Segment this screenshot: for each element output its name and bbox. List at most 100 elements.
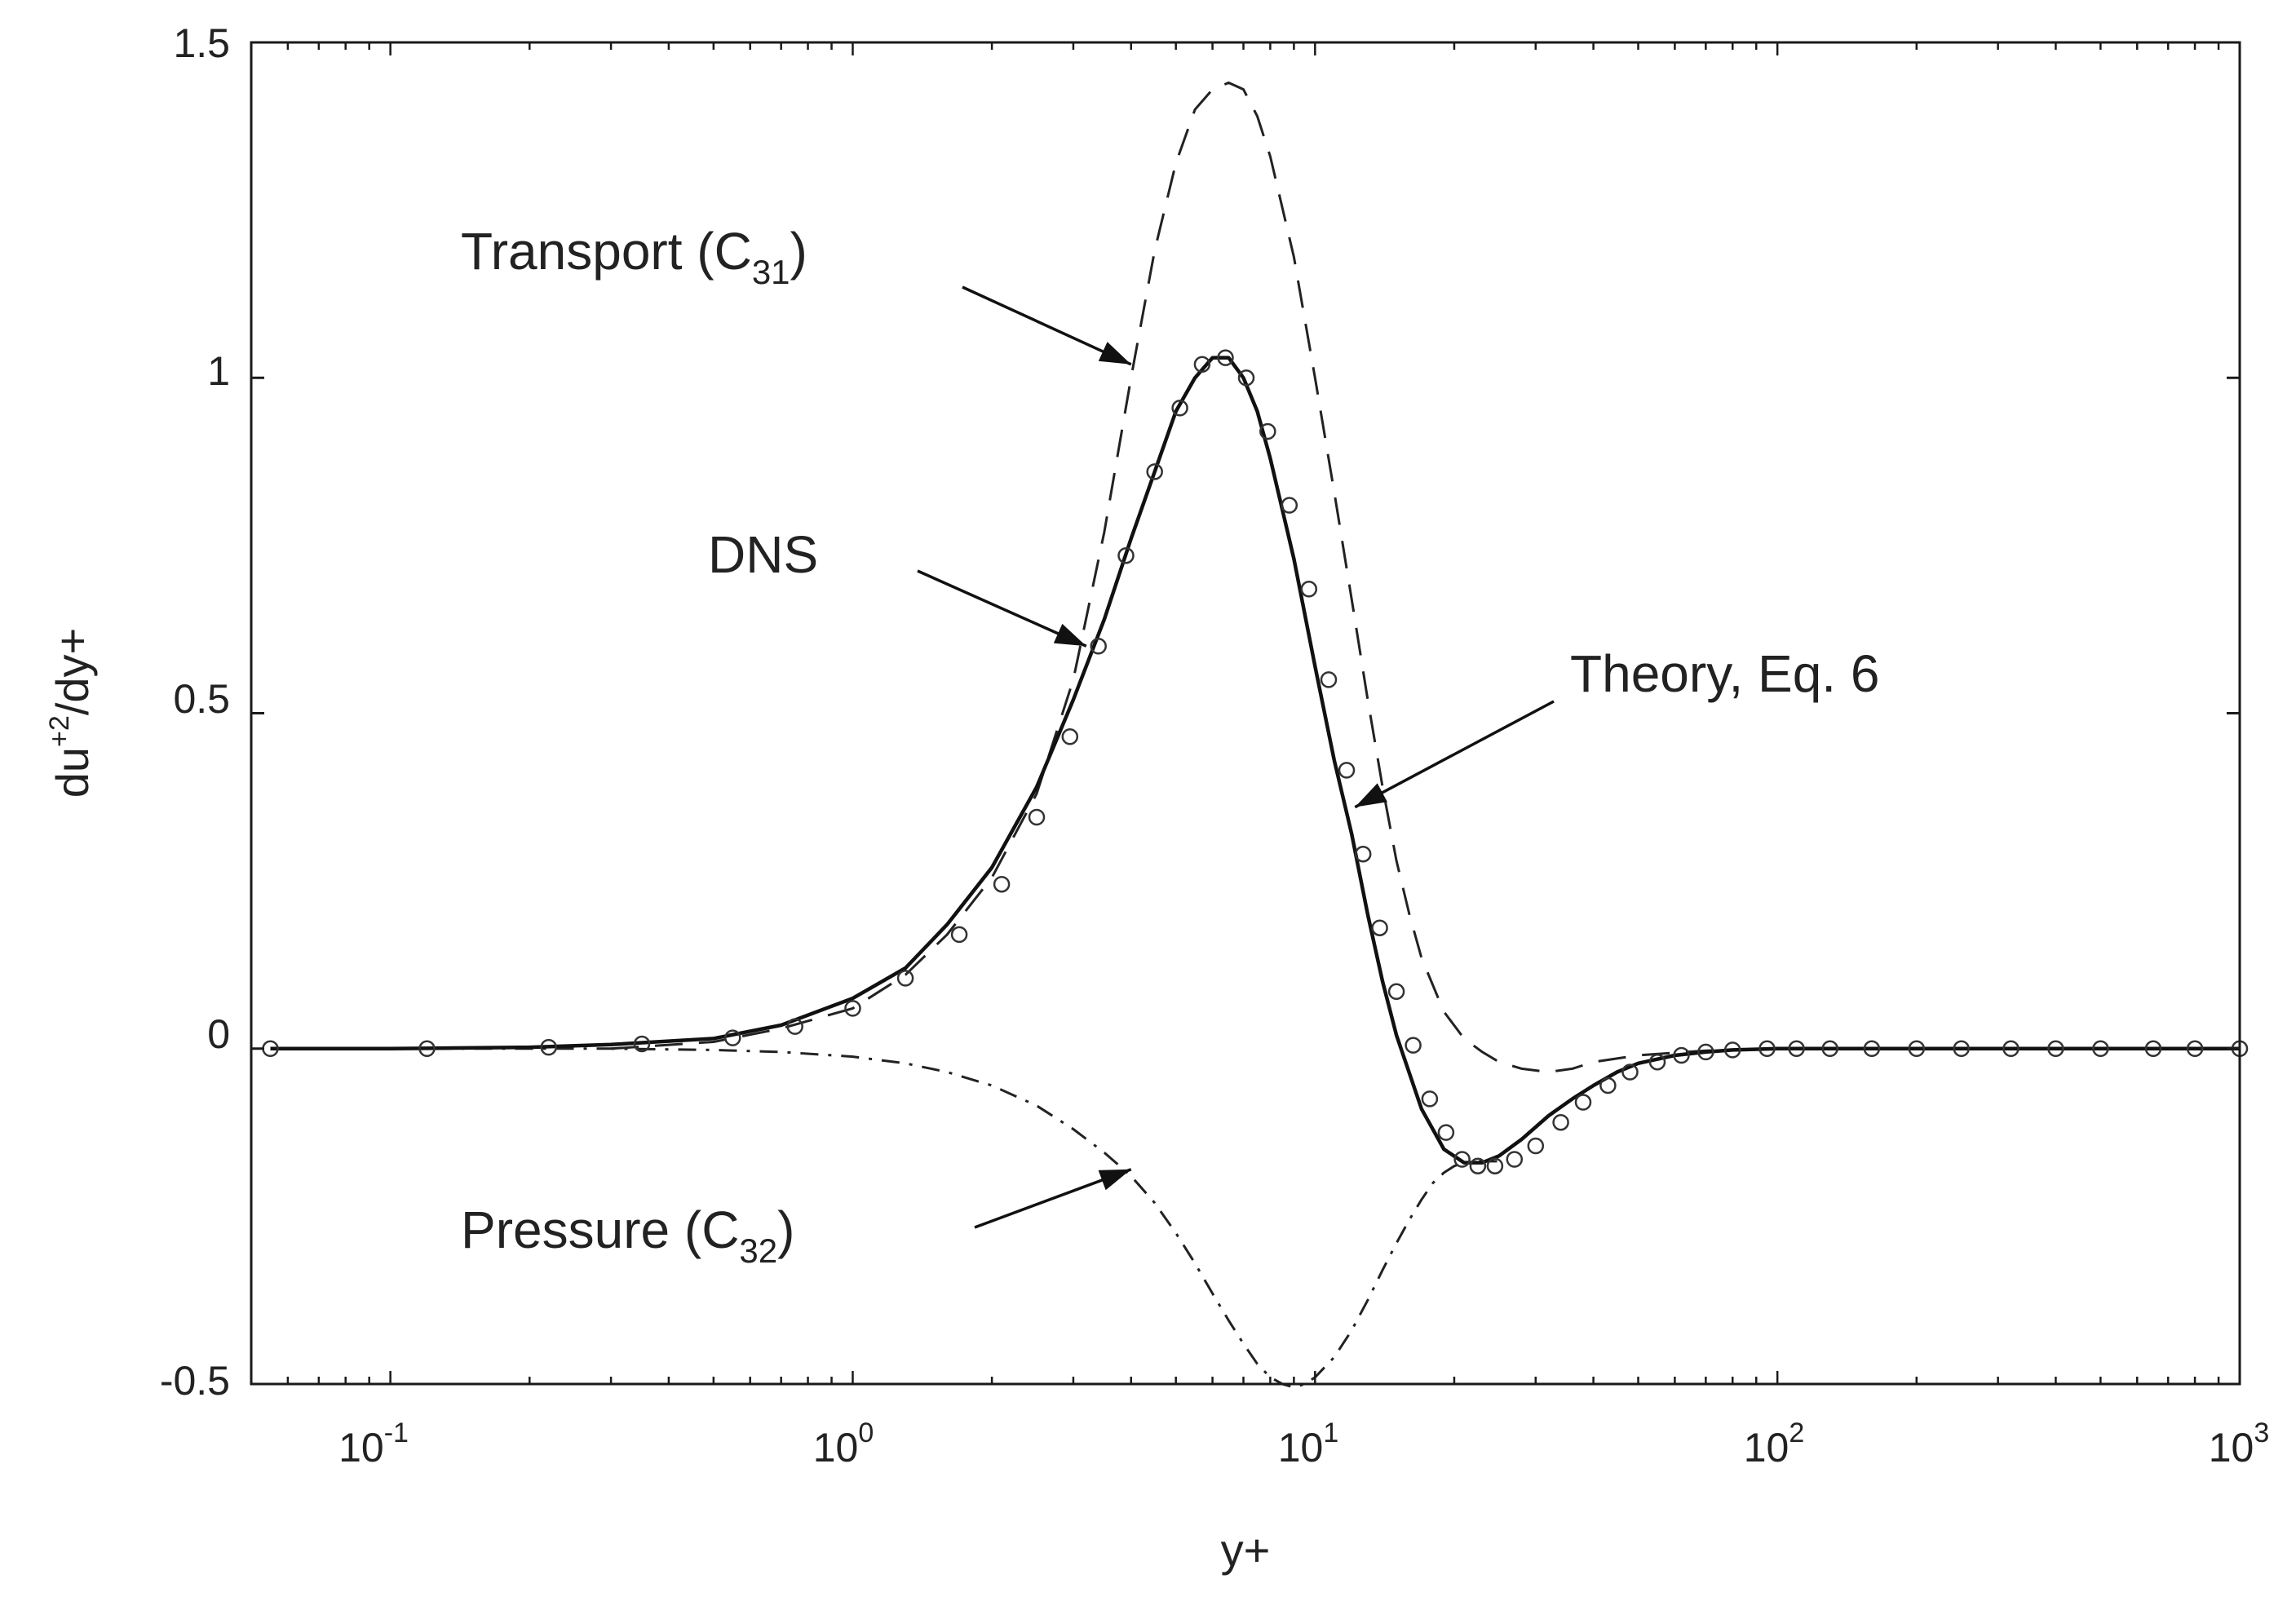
x-tick-exp: -1 (384, 1417, 409, 1448)
dns-point (1338, 762, 1356, 779)
x-tick-base: 10 (813, 1425, 859, 1470)
annotation-transport-text: Transport (C (461, 222, 752, 281)
series-transport-c31 (611, 81, 2240, 1073)
y-axis-title-base: du (46, 747, 98, 798)
x-tick-label: 10-1 (338, 1417, 409, 1470)
y-tick-label: 1 (207, 348, 230, 394)
dns-point (1648, 1053, 1666, 1071)
dns-point (1281, 497, 1298, 514)
dns-point (993, 875, 1011, 893)
dns-point (1387, 983, 1405, 1001)
annotation-pressure: Pressure (C32) (461, 1201, 794, 1270)
x-tick-label: 103 (2209, 1417, 2270, 1470)
dns-point (1171, 400, 1188, 417)
plot-area (251, 42, 2240, 1384)
series-layer (262, 81, 2249, 1389)
dns-point (786, 1018, 803, 1035)
dns-point (1405, 1037, 1422, 1054)
dns-point (1237, 369, 1255, 387)
dns-point (1673, 1046, 1690, 1064)
annotation-arrowhead-theory (1355, 783, 1387, 807)
dns-point (1621, 1063, 1639, 1081)
dns-point (1453, 1151, 1471, 1168)
dns-point (1437, 1124, 1455, 1141)
dns-point (2092, 1040, 2109, 1058)
dns-point (1527, 1137, 1545, 1155)
x-tick-base: 10 (1278, 1425, 1324, 1470)
dns-point (1028, 808, 1046, 826)
dns-point (1061, 728, 1079, 745)
y-axis-title-sup: +2 (44, 715, 75, 747)
dns-point (1320, 671, 1338, 688)
x-tick-base: 10 (2209, 1425, 2254, 1470)
dns-point (1217, 349, 1234, 366)
annotation-theory: Theory, Eq. 6 (1570, 644, 1879, 703)
dns-point (1788, 1040, 1805, 1058)
dns-point (1354, 845, 1372, 863)
dns-point (1821, 1040, 1838, 1058)
dns-point (540, 1038, 557, 1056)
dns-point (1758, 1040, 1776, 1058)
annotation-pressure-text: Pressure (C (461, 1201, 739, 1259)
dns-point (896, 970, 914, 987)
dns-point (1506, 1151, 1524, 1168)
series-dns (262, 349, 2249, 1174)
dns-point (1193, 356, 1211, 374)
x-tick-exp: 1 (1323, 1417, 1338, 1448)
dns-point (1953, 1040, 1970, 1058)
x-axis-title: y+ (1221, 1524, 1271, 1576)
dns-point (724, 1029, 741, 1046)
annotation-arrowhead-dns (1053, 623, 1086, 647)
dns-point (950, 926, 968, 944)
dns-point (1486, 1157, 1504, 1174)
dns-point (1908, 1040, 1926, 1058)
dns-point (1259, 422, 1276, 440)
x-tick-exp: 0 (858, 1417, 874, 1448)
annotation-pressure-close: ) (777, 1201, 794, 1259)
x-tick-base: 10 (338, 1425, 384, 1470)
dns-point (1300, 581, 1318, 598)
dns-point (1723, 1041, 1741, 1059)
annotation-arrow-theory (1354, 700, 1555, 809)
dns-point (1469, 1157, 1487, 1174)
annotation-dns: DNS (708, 525, 818, 584)
dns-point (633, 1035, 651, 1053)
dns-point (1574, 1094, 1592, 1111)
plot-frame (250, 41, 2241, 1386)
dns-point (1371, 919, 1388, 936)
x-tick-label: 101 (1278, 1417, 1339, 1470)
x-tick-exp: 2 (1789, 1417, 1804, 1448)
dns-point (2186, 1040, 2204, 1058)
y-axis-title-rest: /dy+ (46, 628, 98, 715)
dns-point (844, 1000, 861, 1017)
dns-point (1117, 546, 1135, 564)
annotation-arrowhead-pressure (1098, 1169, 1131, 1191)
dns-point (1146, 463, 1163, 480)
y-tick-label: -0.5 (160, 1358, 230, 1404)
x-tick-label: 102 (1744, 1417, 1805, 1470)
annotation-transport: Transport (C31) (461, 222, 807, 291)
y-tick-label: 0.5 (173, 676, 230, 722)
annotation-transport-sub: 31 (752, 253, 790, 291)
dns-point (2144, 1040, 2162, 1058)
dns-point (1697, 1043, 1714, 1061)
dns-point (1552, 1113, 1569, 1131)
annotation-pressure-sub: 32 (739, 1232, 777, 1270)
annotation-arrowhead-transport (1098, 342, 1131, 365)
dns-point (2047, 1040, 2064, 1058)
dns-point (1090, 638, 1107, 655)
annotation-transport-close: ) (790, 222, 807, 281)
x-tick-exp: 3 (2254, 1417, 2269, 1448)
dns-point (2002, 1040, 2020, 1058)
y-tick-label: 0 (207, 1011, 230, 1057)
annotations-layer (917, 285, 1555, 1229)
dns-point (418, 1040, 436, 1058)
x-tick-base: 10 (1744, 1425, 1789, 1470)
y-tick-label: 1.5 (173, 20, 230, 66)
x-tick-label: 100 (813, 1417, 874, 1470)
dns-point (1599, 1077, 1617, 1094)
y-axis-title: du+2/dy+ (44, 628, 98, 798)
dns-point (1421, 1090, 1439, 1108)
dns-point (1863, 1040, 1881, 1058)
